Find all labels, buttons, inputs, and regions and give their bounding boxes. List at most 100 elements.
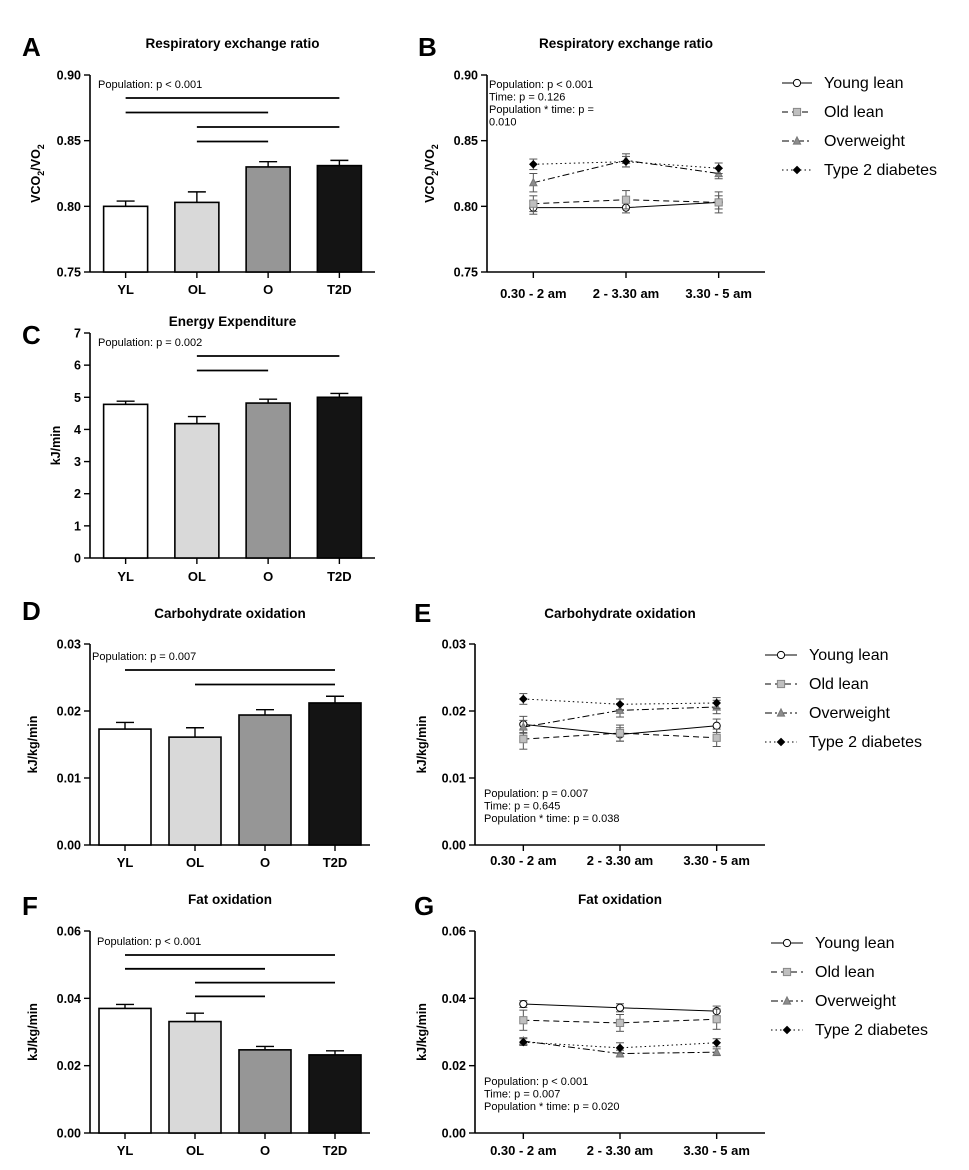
data-point [615,729,625,738]
bar-ol [174,422,220,559]
data-point [714,198,723,207]
stat-annotation: Population * time: p = 0.038 [484,813,619,825]
bar-t2d [308,1054,362,1134]
x-category-label: T2D [323,855,348,870]
legend-marker [792,165,802,175]
stat-annotation: Population * time: p = [489,104,594,116]
y-axis-label-part: VCO [423,175,437,202]
legend-label: Overweight [815,993,896,1010]
data-point [712,1046,722,1056]
legend-marker [776,679,786,689]
data-point [712,721,721,730]
y-tick-label: 0 [74,552,81,566]
x-category-label: OL [186,855,204,870]
chart-title: Carbohydrate oxidation [154,606,306,621]
data-point [615,1003,625,1012]
stat-annotation: Population: p = 0.002 [98,337,202,349]
bar-yl [102,205,149,273]
data-point [714,163,723,173]
legend-marker [776,737,786,747]
series-type-2-diabetes [519,1037,721,1054]
series-overweight-line [523,706,717,728]
series-type-2-diabetes [529,155,723,174]
y-tick-label: 0.02 [57,705,81,719]
y-axis-label-subscript: 2 [36,144,46,149]
data-point [712,698,721,708]
x-category-label: O [260,1143,270,1158]
x-category-label: O [263,282,273,297]
x-category-label: 0.30 - 2 am [490,1143,557,1158]
y-axis-label: kJ/min [49,426,63,466]
legend-label: Type 2 diabetes [815,1022,928,1039]
y-tick-label: 0.75 [57,266,81,280]
bar-ol [174,201,220,273]
legend-label: Young lean [824,75,904,92]
y-tick-label: 0.00 [57,1127,81,1141]
panel-b: B Respiratory exchange ratioVCO2/VO20.750… [418,32,937,301]
bar-ol [168,736,222,846]
legend-marker [782,938,792,948]
stat-annotation: Time: p = 0.645 [484,801,560,813]
y-tick-label: 7 [74,327,81,341]
y-tick-label: 0.06 [442,925,466,939]
legend-item: Young lean [771,935,895,952]
x-category-label: 2 - 3.30 am [593,286,660,301]
data-point [529,159,538,169]
legend-marker [792,78,802,88]
data-point [519,694,528,704]
panel-letter: D [22,596,41,626]
panel-letter: C [22,320,41,350]
legend-label: Old lean [809,676,869,693]
legend-label: Overweight [809,705,890,722]
bar-o [245,166,291,273]
y-tick-label: 0.80 [57,200,81,214]
bar-o [245,402,291,559]
y-tick-label: 0.00 [57,839,81,853]
series-old-lean [529,190,723,213]
y-tick-label: 0.80 [454,200,478,214]
legend-item: Type 2 diabetes [771,1022,928,1039]
panel-d: D Carbohydrate oxidation kJ/kg/min 0.00 0.01… [22,596,370,870]
bar-yl [102,403,149,559]
legend-item: Type 2 diabetes [782,162,937,179]
y-tick-label: 4 [74,423,81,437]
legend-item: Old lean [765,676,869,693]
legend-label: Young lean [815,935,895,952]
data-point [518,721,528,731]
data-point [621,195,631,204]
y-axis-label-subscript: 2 [430,171,440,176]
panel-letter: G [414,891,434,921]
y-tick-label: 0.75 [454,266,478,280]
panel-g: G Fat oxidation kJ/kg/min 0.00 0.02 0.04 0.06 0… [414,891,928,1158]
y-tick-label: 0.01 [57,772,81,786]
y-tick-label: 0.03 [57,638,81,652]
legend-marker [782,967,792,977]
bar-t2d [316,396,363,559]
bar-yl [98,728,152,846]
series-type-2-diabetes-line [523,1041,717,1049]
y-tick-label: 0.00 [442,839,466,853]
x-category-label: 2 - 3.30 am [587,853,654,868]
stat-annotation: Population: p < 0.001 [98,79,202,91]
x-category-label: O [260,855,270,870]
stat-annotation: Population: p = 0.007 [92,651,196,663]
y-axis-label: kJ/kg/min [415,1003,429,1061]
y-tick-label: 0.06 [57,925,81,939]
y-tick-label: 5 [74,391,81,405]
x-category-label: 0.30 - 2 am [490,853,557,868]
chart-title: Respiratory exchange ratio [145,36,319,51]
series-type-2-diabetes-line [523,698,717,705]
stat-annotation: Population * time: p = 0.020 [484,1101,619,1113]
x-category-label: T2D [323,1143,348,1158]
legend-label: Old lean [815,964,875,981]
panel-a: A Respiratory exchange ratioVCO2/VO20.750… [22,32,375,297]
series-old-lean-line [523,732,717,740]
x-category-label: 2 - 3.30 am [587,1143,654,1158]
data-point [519,735,528,744]
data-point [712,1038,721,1048]
bar-o [238,714,292,846]
legend-label: Type 2 diabetes [809,734,922,751]
x-category-label: OL [186,1143,204,1158]
legend-marker [792,107,802,117]
panel-f: F Fat oxidation kJ/kg/min 0.00 0.02 0.04 0.06 Y… [22,891,370,1158]
